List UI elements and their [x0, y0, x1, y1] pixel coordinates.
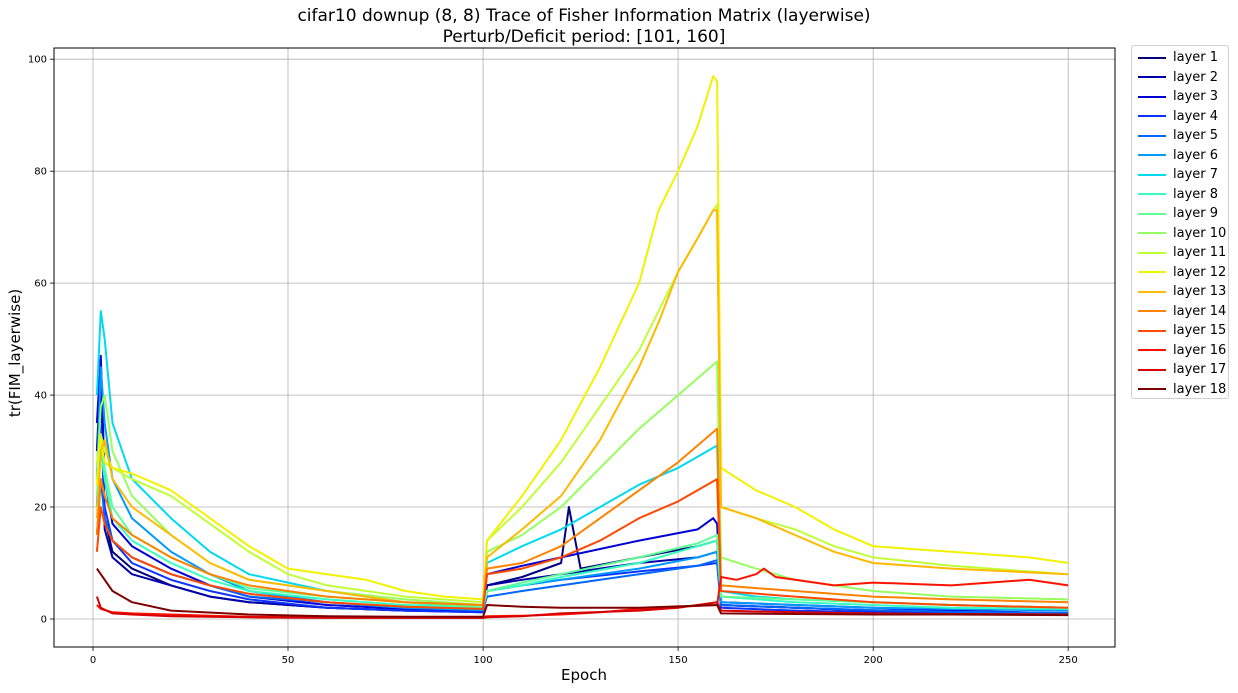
- series-line-layer-12: [95, 75, 1069, 601]
- legend-swatch: [1138, 271, 1166, 274]
- legend-item-layer-8: layer 8: [1132, 185, 1228, 205]
- legend-swatch: [1138, 134, 1166, 137]
- legend-label: layer 4: [1173, 108, 1219, 124]
- legend-label: layer 16: [1173, 342, 1227, 358]
- y-axis-label: tr(FIM_layerwise): [6, 289, 25, 417]
- x-axis-label: Epoch: [561, 666, 607, 684]
- legend-swatch: [1138, 388, 1166, 391]
- legend-label: layer 18: [1173, 381, 1227, 397]
- legend-swatch: [1138, 310, 1166, 313]
- legend-swatch: [1138, 232, 1166, 235]
- legend-label: layer 10: [1173, 225, 1227, 241]
- x-tick-label: 250: [1059, 655, 1078, 666]
- legend-item-layer-14: layer 14: [1132, 302, 1228, 322]
- y-tick-label: 20: [34, 503, 47, 514]
- legend-item-layer-16: layer 16: [1132, 341, 1228, 361]
- legend-swatch: [1138, 329, 1166, 332]
- legend-item-layer-13: layer 13: [1132, 282, 1228, 302]
- x-tick-label: 50: [282, 655, 295, 666]
- legend-label: layer 13: [1173, 284, 1227, 300]
- legend-item-layer-6: layer 6: [1132, 146, 1228, 166]
- x-tick-label: 200: [864, 655, 883, 666]
- y-tick-label: 60: [34, 279, 47, 290]
- y-tick-label: 100: [28, 55, 47, 66]
- legend-label: layer 11: [1173, 245, 1227, 261]
- legend-swatch: [1138, 212, 1166, 215]
- x-tick-label: 150: [669, 655, 688, 666]
- series-line-layer-10: [95, 360, 1069, 606]
- y-tick-label: 0: [41, 615, 47, 626]
- legend-item-layer-1: layer 1: [1132, 48, 1228, 68]
- legend-label: layer 6: [1173, 147, 1219, 163]
- series-line-layer-15: [95, 478, 1069, 610]
- legend-label: layer 14: [1173, 303, 1227, 319]
- legend-label: layer 1: [1173, 50, 1219, 66]
- legend-label: layer 3: [1173, 89, 1219, 105]
- series-lines: [95, 75, 1069, 619]
- y-tick-label: 80: [34, 167, 47, 178]
- legend-swatch: [1138, 349, 1166, 352]
- legend-label: layer 9: [1173, 206, 1219, 222]
- plot-frame: [53, 47, 1116, 648]
- legend-swatch: [1138, 193, 1166, 196]
- legend-swatch: [1138, 115, 1166, 118]
- legend-swatch: [1138, 251, 1166, 254]
- legend-swatch: [1138, 368, 1166, 371]
- legend-item-layer-2: layer 2: [1132, 68, 1228, 88]
- legend-item-layer-3: layer 3: [1132, 87, 1228, 107]
- legend-item-layer-17: layer 17: [1132, 360, 1228, 380]
- series-line-layer-11: [95, 203, 1069, 604]
- legend-item-layer-18: layer 18: [1132, 380, 1228, 400]
- series-line-layer-13: [95, 209, 1069, 606]
- chart-legend: layer 1 layer 2 layer 3 layer 4 layer 5 layer…: [1131, 45, 1229, 399]
- legend-label: layer 12: [1173, 264, 1227, 280]
- legend-item-layer-7: layer 7: [1132, 165, 1228, 185]
- axis-ticks: 0 50 100 150 200 250 0 20 40 60 80 100: [28, 55, 1078, 666]
- chart-title: cifar10 downup (8, 8) Trace of Fisher In…: [297, 6, 870, 26]
- grid-lines: [54, 48, 1115, 647]
- legend-swatch: [1138, 290, 1166, 293]
- legend-label: layer 17: [1173, 362, 1227, 378]
- x-tick-label: 0: [90, 655, 96, 666]
- chart-subtitle: Perturb/Deficit period: [101, 160]: [443, 27, 726, 47]
- legend-label: layer 7: [1173, 167, 1219, 183]
- legend-item-layer-15: layer 15: [1132, 321, 1228, 341]
- legend-swatch: [1138, 76, 1166, 79]
- series-line-layer-18: [96, 568, 1069, 618]
- legend-swatch: [1138, 56, 1166, 59]
- legend-swatch: [1138, 154, 1166, 157]
- legend-label: layer 15: [1173, 323, 1227, 339]
- x-tick-label: 100: [474, 655, 493, 666]
- series-line-layer-2: [95, 394, 1069, 615]
- legend-label: layer 8: [1173, 186, 1219, 202]
- legend-item-layer-9: layer 9: [1132, 204, 1228, 224]
- legend-item-layer-12: layer 12: [1132, 263, 1228, 283]
- y-tick-label: 40: [34, 391, 47, 402]
- legend-item-layer-5: layer 5: [1132, 126, 1228, 146]
- series-line-layer-14: [95, 427, 1069, 606]
- legend-label: layer 2: [1173, 69, 1219, 85]
- legend-item-layer-10: layer 10: [1132, 224, 1228, 244]
- legend-item-layer-11: layer 11: [1132, 243, 1228, 263]
- legend-label: layer 5: [1173, 128, 1219, 144]
- legend-swatch: [1138, 95, 1166, 98]
- series-line-layer-17: [95, 596, 1069, 619]
- legend-swatch: [1138, 173, 1166, 176]
- legend-item-layer-4: layer 4: [1132, 107, 1228, 127]
